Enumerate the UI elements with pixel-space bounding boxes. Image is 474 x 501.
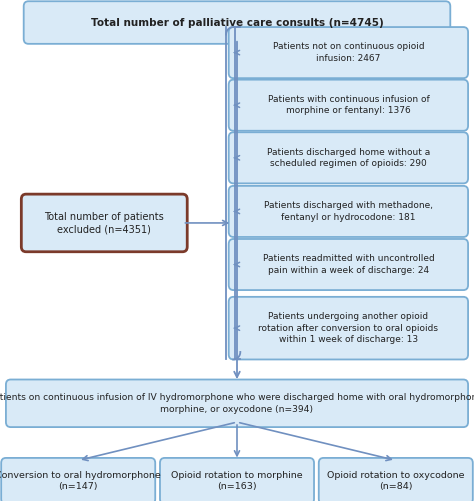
FancyBboxPatch shape [319, 458, 473, 501]
Text: Patients discharged home without a
scheduled regimen of opioids: 290: Patients discharged home without a sched… [267, 148, 430, 168]
Text: Patients readmitted with uncontrolled
pain within a week of discharge: 24: Patients readmitted with uncontrolled pa… [263, 255, 434, 275]
Text: Patients with continuous infusion of
morphine or fentanyl: 1376: Patients with continuous infusion of mor… [267, 95, 429, 115]
Text: Opioid rotation to oxycodone
(n=84): Opioid rotation to oxycodone (n=84) [327, 471, 465, 491]
FancyBboxPatch shape [228, 297, 468, 360]
Text: Patients discharged with methadone,
fentanyl or hydrocodone: 181: Patients discharged with methadone, fent… [264, 201, 433, 221]
Text: Opioid rotation to morphine
(n=163): Opioid rotation to morphine (n=163) [171, 471, 303, 491]
Text: Patients on continuous infusion of IV hydromorphone who were discharged home wit: Patients on continuous infusion of IV hy… [0, 393, 474, 413]
FancyBboxPatch shape [228, 132, 468, 183]
FancyBboxPatch shape [21, 194, 187, 252]
FancyBboxPatch shape [6, 380, 468, 427]
FancyBboxPatch shape [228, 186, 468, 237]
Text: Total number of patients
excluded (n=4351): Total number of patients excluded (n=435… [45, 211, 164, 234]
FancyBboxPatch shape [228, 80, 468, 131]
Text: Patients undergoing another opioid
rotation after conversion to oral opioids
wit: Patients undergoing another opioid rotat… [258, 312, 438, 344]
FancyBboxPatch shape [24, 2, 450, 44]
FancyBboxPatch shape [228, 27, 468, 78]
Text: Patients not on continuous opioid
infusion: 2467: Patients not on continuous opioid infusi… [273, 43, 424, 63]
FancyBboxPatch shape [1, 458, 155, 501]
Text: Conversion to oral hydromorphone
(n=147): Conversion to oral hydromorphone (n=147) [0, 471, 161, 491]
FancyBboxPatch shape [228, 239, 468, 290]
FancyBboxPatch shape [160, 458, 314, 501]
Text: Total number of palliative care consults (n=4745): Total number of palliative care consults… [91, 18, 383, 28]
